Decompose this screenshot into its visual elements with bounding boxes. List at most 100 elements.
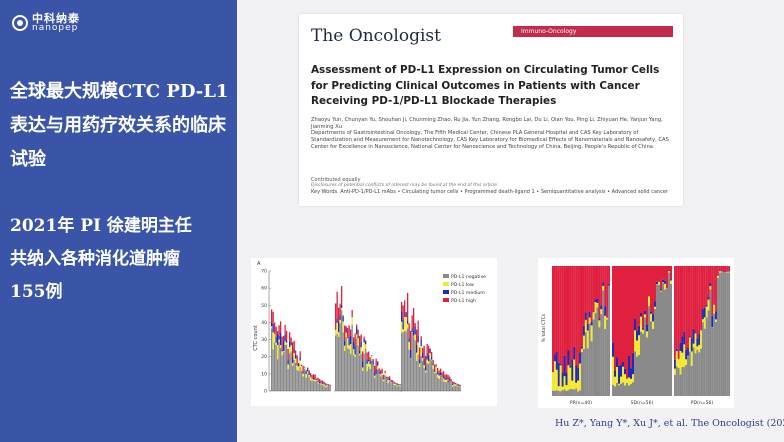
figure-a-bar-segment — [350, 335, 352, 345]
figure-a-bar-segment — [286, 344, 288, 391]
figure-b-bar-segment — [577, 367, 580, 381]
figure-b-bar-segment — [677, 359, 680, 369]
figure-b-bar-segment — [634, 266, 637, 319]
figure-b-bar-segment — [630, 378, 633, 385]
figure-a-bar-segment — [336, 319, 338, 323]
figure-a-bar-segment — [290, 351, 292, 391]
figure-b-bar-segment — [563, 389, 566, 396]
figure-b-bar-segment — [677, 266, 680, 359]
figure-a-bar-segment — [351, 317, 353, 325]
figure-b-bar-segment — [713, 313, 716, 396]
figure-b-bar-segment — [683, 366, 686, 396]
figure-b-bar-segment — [598, 318, 601, 321]
figure-b-bar-segment — [670, 266, 673, 280]
figure-b-bar-segment — [722, 266, 725, 272]
figure-a-bar-segment — [437, 377, 439, 391]
figure-a-bar-segment — [342, 332, 344, 391]
figure-b-bar-segment — [596, 298, 599, 303]
figure-a-bar-segment — [305, 371, 307, 375]
figure-b-bar-segment — [705, 306, 708, 318]
figure-a-bar-segment — [357, 335, 359, 339]
figure-b-bar-segment — [628, 385, 631, 396]
figure-a-ytick: 30 — [261, 337, 267, 343]
figure-a-bar-segment — [365, 348, 367, 391]
figure-a-bar-segment — [329, 386, 331, 391]
figure-a-bar-segment — [420, 346, 422, 356]
figure-b-bar-segment — [571, 266, 574, 360]
figure-a-bar-segment — [290, 342, 292, 346]
figure-a-bar-segment — [414, 323, 416, 327]
figure-a-bar-segment — [440, 376, 442, 391]
figure-a-bar-segment — [278, 341, 280, 391]
figure-a-bar-segment — [374, 377, 376, 391]
figure-a-bar-segment — [420, 336, 422, 340]
figure-a-bar-segment — [414, 334, 416, 341]
figure-b-bar-segment — [664, 289, 667, 396]
figure-b-bar-segment — [626, 378, 629, 379]
figure-a-bar-segment — [452, 383, 454, 386]
figure-a-bar-segment — [375, 374, 377, 391]
figure-a-bar-segment — [398, 385, 400, 391]
figure-b-bar-segment — [553, 361, 556, 391]
figure-a-bar-segment — [428, 361, 430, 364]
figure-a-bar-segment — [302, 365, 304, 372]
figure-b-bar-segment — [626, 378, 629, 383]
figure-b-bar-segment — [709, 286, 712, 290]
figure-a-bar-segment — [368, 361, 370, 367]
figure-b-bar-segment — [654, 301, 657, 307]
figure-a-bar-segment — [408, 349, 410, 391]
figure-b-bar-segment — [590, 266, 593, 322]
figure-a-bar-segment — [305, 377, 307, 391]
figure-a-bar-segment — [354, 354, 356, 357]
figure-a-bar-segment — [365, 344, 367, 349]
figure-a-bar-segment — [365, 341, 367, 345]
figure-b-bar-segment — [620, 383, 623, 396]
figure-a-bar-segment — [275, 336, 277, 343]
figure-a-bar-segment — [386, 377, 388, 379]
figure-a-bar-segment — [429, 352, 431, 360]
figure-b-bar-segment — [606, 319, 609, 396]
figure-b-bar-segment — [664, 280, 667, 284]
figure-b-bar-segment — [608, 285, 611, 396]
figure-a-bar-segment — [298, 370, 300, 391]
figure-a-bar-segment — [328, 384, 330, 386]
figure-a-bar-segment — [419, 347, 421, 360]
figure-b-bar-segment — [728, 266, 731, 272]
figure-a-bar-segment — [396, 384, 398, 386]
figure-a-bar-segment — [428, 363, 430, 391]
figure-b-bar-segment — [675, 351, 678, 367]
figure-b-bar-segment — [679, 351, 682, 375]
figure-a-bar-segment — [423, 358, 425, 366]
figure-b-bar-segment — [561, 386, 564, 391]
figure-a-bar-segment — [443, 381, 445, 391]
figure-a-bar-segment — [319, 381, 321, 384]
figure-b-bar-segment — [602, 266, 605, 283]
figure-b-bar-segment — [600, 309, 603, 315]
figure-a-bar-segment — [344, 325, 346, 341]
figure-a-bar-segment — [281, 350, 283, 352]
figure-a-bar-segment — [416, 360, 418, 391]
figure-a-bar-segment — [341, 285, 343, 305]
figure-b-bar-segment — [590, 321, 593, 326]
figure-b-bar-segment — [584, 266, 587, 313]
figure-a-bar-segment — [280, 332, 282, 346]
figure-a-bar-segment — [416, 329, 418, 345]
figure-a-bar-segment — [341, 310, 343, 391]
figure-b-bar-segment — [670, 280, 673, 285]
figure-a-bar-segment — [292, 342, 294, 357]
figure-b-bar-segment — [681, 352, 684, 368]
figure-a-bar-segment — [274, 322, 276, 333]
figure-a-bar-segment — [386, 378, 388, 380]
figure-b-bar-segment — [598, 327, 601, 396]
figure-a-bar-segment — [411, 332, 413, 333]
figure-b-bar-segment — [675, 348, 678, 352]
figure-b-bar-segment — [596, 302, 599, 308]
figure-a-bar-segment — [387, 379, 389, 381]
figure-a-bar-segment — [438, 375, 440, 379]
figure-a-bar-segment — [320, 384, 322, 391]
figure-b-bar-segment — [630, 368, 633, 379]
figure-a-bar-segment — [420, 339, 422, 347]
figure-b-bar-segment — [573, 266, 576, 347]
figure-b-bar-segment — [561, 372, 564, 387]
figure-a-bar-segment — [429, 348, 431, 353]
